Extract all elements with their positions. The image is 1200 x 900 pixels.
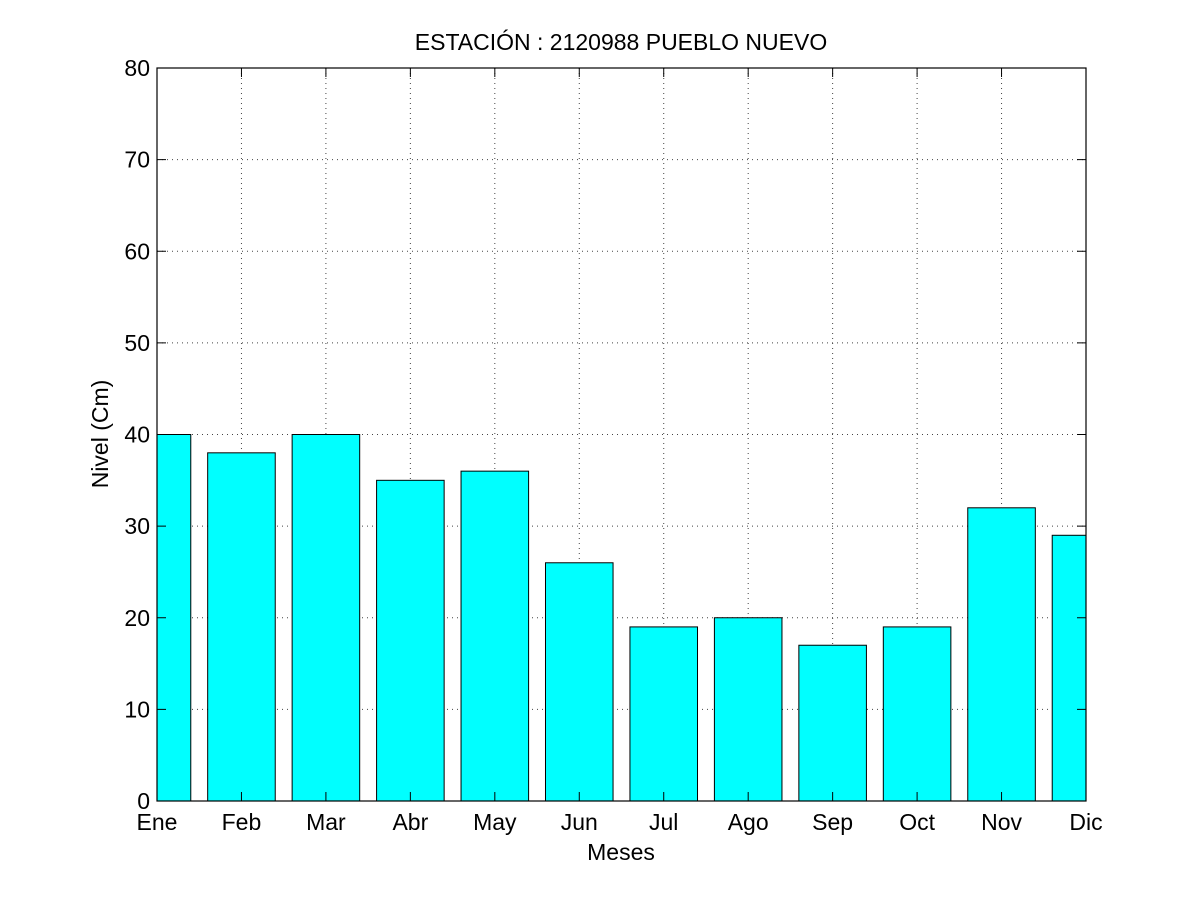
chart-title: ESTACIÓN : 2120988 PUEBLO NUEVO xyxy=(415,29,827,55)
x-axis-label: Meses xyxy=(587,839,655,865)
bar-jul xyxy=(629,626,699,801)
y-tick-label: 20 xyxy=(124,605,150,631)
bar-mar xyxy=(291,434,361,801)
y-tick-label: 40 xyxy=(124,422,150,448)
y-axis-label: Nivel (Cm) xyxy=(87,380,113,489)
x-tick-label: Dic xyxy=(1069,809,1102,835)
x-tick-label: Ago xyxy=(728,809,769,835)
x-tick-label: Ene xyxy=(137,809,178,835)
x-tick-label: Feb xyxy=(222,809,262,835)
y-tick-label: 10 xyxy=(124,696,150,722)
x-tick-label: May xyxy=(473,809,517,835)
bar-sep xyxy=(798,644,867,801)
y-tick-labels: 0 10 20 30 40 50 60 70 80 xyxy=(124,55,150,814)
y-tick-label: 50 xyxy=(124,330,150,356)
axis-ticks xyxy=(156,67,1087,802)
y-tick-label: 0 xyxy=(137,788,150,814)
bar-feb xyxy=(207,452,276,801)
x-tick-labels: Ene Feb Mar Abr May Jun Jul Ago Sep Oct Nov Dic xyxy=(137,809,1103,835)
x-tick-label: Abr xyxy=(392,809,428,835)
bars-group xyxy=(157,434,1086,801)
y-tick-label: 80 xyxy=(124,55,150,81)
bar-nov xyxy=(967,507,1036,801)
y-tick-label: 30 xyxy=(124,513,150,539)
bar-dic xyxy=(1051,534,1086,801)
bar-oct xyxy=(882,626,952,801)
x-tick-label: Nov xyxy=(981,809,1022,835)
x-tick-label: Jun xyxy=(561,809,598,835)
x-tick-label: Jul xyxy=(649,809,678,835)
bar-may xyxy=(460,470,530,801)
bar-abr xyxy=(376,479,445,801)
x-tick-label: Sep xyxy=(812,809,853,835)
y-tick-label: 60 xyxy=(124,238,150,264)
y-tick-label: 70 xyxy=(124,147,150,173)
bar-jun xyxy=(544,562,614,801)
x-tick-label: Mar xyxy=(306,809,346,835)
bar-ago xyxy=(713,617,783,801)
x-tick-label: Oct xyxy=(899,809,935,835)
